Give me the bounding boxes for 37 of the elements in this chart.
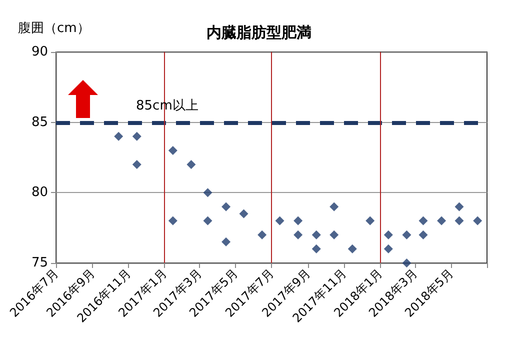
y-tick-label: 75: [31, 256, 48, 270]
chart-title: 内臓脂肪型肥満: [206, 24, 312, 42]
y-tick-label: 90: [31, 44, 48, 60]
point: [312, 230, 321, 240]
point: [454, 202, 464, 212]
point: [330, 230, 339, 240]
point: [330, 202, 339, 212]
y-axis-title: 腹囲（cm）: [18, 21, 90, 36]
point: [454, 216, 464, 226]
y-tick-label: 85: [31, 114, 48, 130]
point: [437, 216, 446, 226]
point: [132, 160, 142, 170]
point: [239, 209, 248, 218]
y-tick-label: 80: [31, 185, 48, 200]
point: [168, 146, 178, 155]
point: [473, 216, 482, 226]
point: [203, 188, 212, 198]
point: [294, 216, 303, 226]
point: [258, 230, 267, 240]
point: [402, 230, 412, 240]
point: [418, 230, 428, 240]
point: [222, 237, 231, 246]
point: [384, 244, 393, 254]
point: [132, 132, 142, 141]
point: [203, 216, 212, 226]
point: [348, 244, 357, 254]
point: [186, 160, 196, 170]
point: [312, 244, 321, 254]
point: [275, 216, 284, 226]
point: [222, 202, 231, 212]
point: [384, 230, 393, 240]
point: [402, 258, 412, 268]
point: [294, 230, 303, 240]
point: [168, 216, 178, 226]
point: [366, 216, 375, 226]
point: [114, 132, 124, 141]
point: [418, 216, 428, 226]
